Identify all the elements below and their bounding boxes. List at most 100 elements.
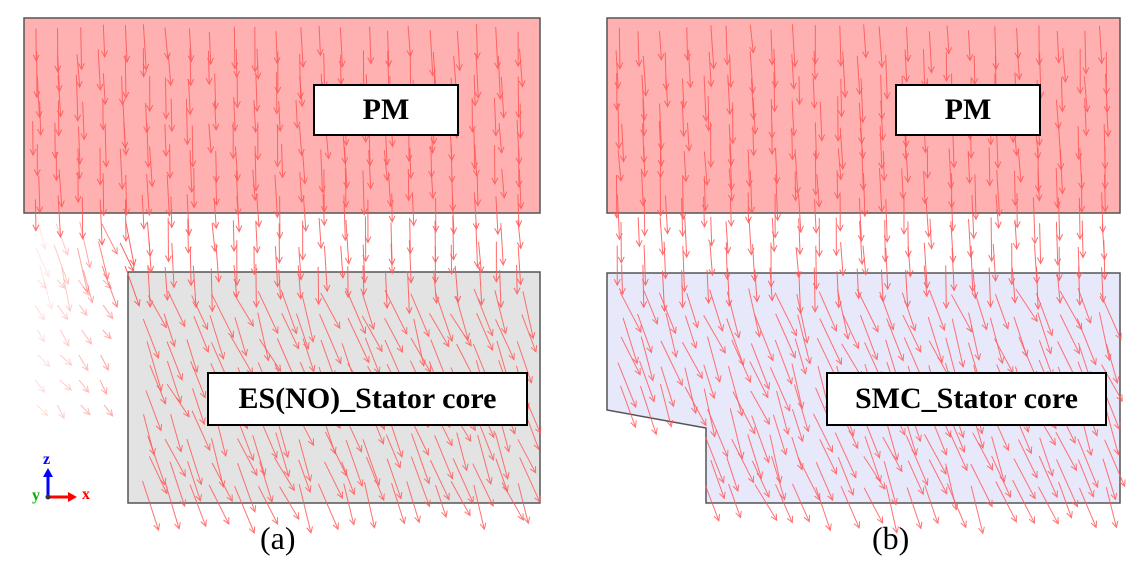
field-arrow [840,485,861,529]
field-arrow [832,217,840,257]
field-arrow [945,463,959,511]
field-arrow [769,367,791,412]
field-arrow [275,223,283,264]
field-arrow [122,54,130,100]
field-arrow [96,49,104,91]
field-arrow [162,77,170,120]
field-arrow [237,462,257,513]
field-arrow [946,483,967,529]
field-arrow [56,279,66,290]
field-arrow [33,51,41,99]
field-arrow [617,221,625,264]
field-arrow [473,24,481,60]
field-arrow [56,195,64,239]
field-arrow [515,148,523,189]
field-arrow [474,53,482,100]
field-arrow [836,289,851,341]
field-arrow [187,461,202,502]
field-arrow [211,293,234,339]
field-arrow [405,271,413,315]
field-arrow [1012,479,1035,525]
field-arrow [727,197,735,228]
field-arrow [754,484,778,522]
field-arrow [616,149,624,183]
field-arrow [166,54,174,87]
field-arrow [924,149,931,180]
field-arrow [36,404,49,417]
caption-a: (a) [260,520,296,556]
field-arrow [680,78,688,109]
field-arrow [859,127,866,160]
field-arrow [187,28,195,63]
field-arrow [146,76,154,113]
field-arrow [834,432,857,479]
field-arrow [298,459,312,494]
field-arrow [1101,364,1123,403]
field-arrow [1101,240,1109,281]
field-arrow [102,329,112,340]
field-arrow [703,315,726,354]
field-arrow [145,390,163,432]
field-arrow [1059,314,1080,355]
field-arrow [834,170,841,200]
field-arrow [750,125,757,157]
field-arrow [685,122,693,152]
pm-label-a: PM [313,84,459,136]
field-arrow [365,456,385,502]
field-arrow [790,53,797,90]
field-arrow [731,439,755,484]
field-arrow [681,341,703,380]
field-arrow [166,383,190,418]
field-arrow [859,148,867,191]
field-arrow [707,408,729,458]
field-arrow [273,174,281,219]
field-arrow [497,123,505,154]
field-arrow [343,146,351,189]
field-arrow [1105,343,1120,384]
field-arrow [235,196,243,233]
field-arrow [658,292,677,335]
field-arrow [56,304,69,321]
field-arrow [709,25,717,70]
field-arrow [37,354,51,368]
field-arrow [499,76,507,119]
field-arrow [834,96,842,142]
field-arrow [55,100,63,137]
field-arrow [991,455,1012,499]
field-arrow [473,222,481,269]
field-arrow [142,480,161,532]
field-arrow [750,390,770,426]
field-arrow [164,482,181,530]
field-arrow [1039,437,1054,477]
field-arrow [878,168,885,213]
field-arrow [723,25,731,66]
field-arrow [212,197,220,230]
field-arrow [861,172,869,218]
field-arrow [360,265,368,296]
field-arrow [74,171,82,204]
field-arrow [811,267,819,313]
field-arrow [276,196,284,240]
field-arrow [319,314,342,365]
field-arrow [101,24,108,58]
field-arrow [280,289,298,335]
field-arrow [796,294,810,344]
field-arrow [704,436,725,484]
field-arrow [362,439,381,487]
field-arrow [317,483,339,531]
field-arrow [861,245,869,276]
field-arrow [429,170,437,200]
field-arrow [434,435,454,480]
field-arrow [102,125,110,168]
field-arrow [275,432,291,478]
field-arrow [214,243,222,283]
field-arrow [1008,243,1016,286]
field-arrow [968,312,982,361]
field-arrow [972,432,994,471]
field-arrow [468,97,476,133]
field-arrow [769,434,783,484]
field-arrow [189,484,207,528]
field-arrow [1082,97,1090,137]
field-arrow [966,218,974,259]
field-arrow [186,79,194,116]
